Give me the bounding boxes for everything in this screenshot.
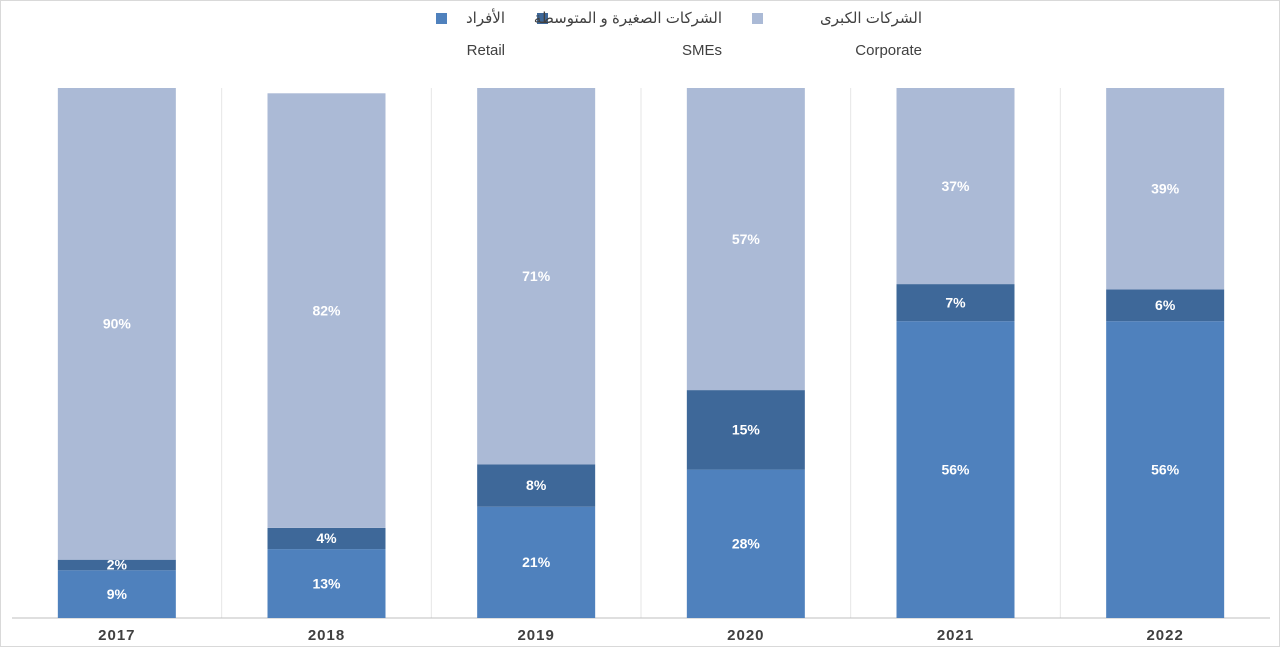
legend-swatch xyxy=(537,13,548,24)
bar-segment xyxy=(1106,321,1225,618)
bar-segment xyxy=(1106,289,1225,322)
x-tick-label: 2017 xyxy=(98,627,135,644)
data-label: 15% xyxy=(732,422,761,438)
data-label: 21% xyxy=(522,554,551,570)
data-label: 28% xyxy=(732,536,761,552)
legend-label-en: Retail xyxy=(467,42,505,59)
bar-segment xyxy=(57,88,176,560)
data-label: 82% xyxy=(312,302,341,318)
legend-label: الشركات الكبرى xyxy=(820,10,922,27)
bar-segment xyxy=(477,506,596,618)
data-label: 6% xyxy=(1155,297,1176,313)
data-label: 57% xyxy=(732,231,761,247)
legend-swatch xyxy=(436,13,447,24)
data-label: 90% xyxy=(103,316,132,332)
x-tick-label: 2019 xyxy=(517,627,554,644)
legend-label-en: Corporate xyxy=(855,42,922,59)
legend-swatch xyxy=(752,13,763,24)
data-label: 71% xyxy=(522,268,551,284)
x-tick-label: 2022 xyxy=(1146,627,1183,644)
bar-segment xyxy=(477,464,596,507)
bar-segment xyxy=(267,93,386,528)
data-label: 4% xyxy=(316,530,337,546)
bar-segment xyxy=(267,527,386,550)
legend-label: الشركات الصغيرة و المتوسطة xyxy=(534,10,722,27)
bar-segment xyxy=(57,559,176,571)
bar-segment xyxy=(896,321,1015,618)
x-tick-label: 2021 xyxy=(937,627,974,644)
bar-segment xyxy=(896,88,1015,285)
legend-label: الأفراد xyxy=(466,8,505,27)
data-label: 2% xyxy=(107,557,128,573)
data-label: 8% xyxy=(526,477,547,493)
data-label: 7% xyxy=(945,294,966,310)
x-tick-label: 2018 xyxy=(308,627,345,644)
bar-segment xyxy=(686,390,805,470)
bar-segment xyxy=(686,469,805,618)
data-label: 56% xyxy=(941,461,970,477)
legend-label-en: SMEs xyxy=(682,42,722,59)
bar-segment xyxy=(267,549,386,618)
data-label: 56% xyxy=(1151,461,1180,477)
data-label: 37% xyxy=(941,178,970,194)
bar-segment xyxy=(686,88,805,391)
bar-segment xyxy=(57,570,176,618)
bar-segment xyxy=(1106,88,1225,290)
data-label: 13% xyxy=(312,575,341,591)
data-label: 39% xyxy=(1151,180,1180,196)
bar-segment xyxy=(896,284,1015,322)
x-tick-label: 2020 xyxy=(727,627,764,644)
data-label: 9% xyxy=(107,586,128,602)
bar-segment xyxy=(477,88,596,465)
